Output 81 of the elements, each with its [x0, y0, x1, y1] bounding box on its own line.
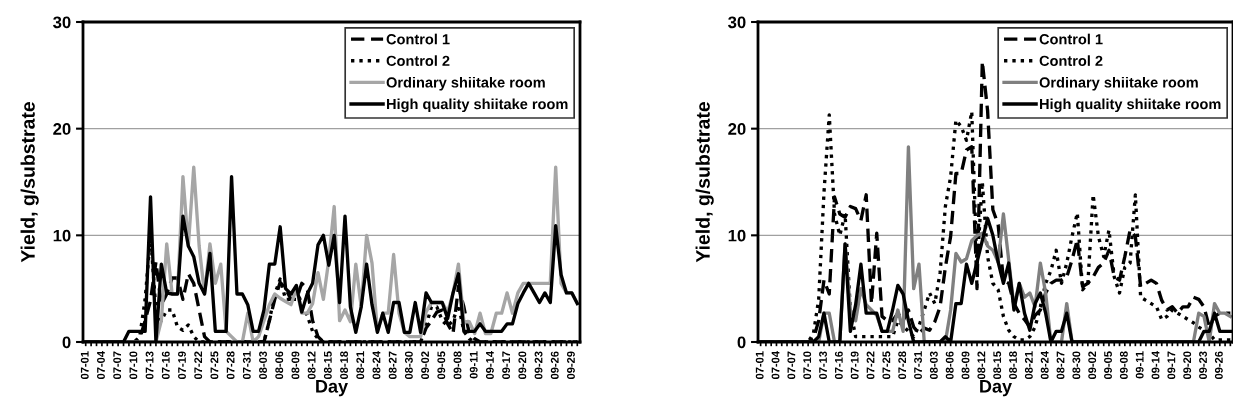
legend-label: Ordinary shiitake room: [1039, 76, 1198, 91]
x-tick-label: 08-09: [961, 351, 970, 379]
y-axis-title: Yield, g/substrate: [695, 101, 714, 263]
x-tick-label: 08-15: [993, 351, 1002, 379]
x-tick-label: 08-30: [1072, 351, 1081, 379]
x-tick-label: 08-21: [356, 351, 365, 379]
x-tick-label: 07-19: [178, 351, 186, 379]
y-tick-label: 20: [53, 123, 71, 135]
x-tick-label: 07-22: [194, 351, 203, 379]
x-tick-label: 08-21: [1024, 351, 1033, 379]
legend-label: Control 1: [386, 33, 450, 45]
x-tick-label: 07-31: [914, 351, 922, 379]
y-tick-label: 0: [737, 336, 746, 349]
x-tick-label: 08-24: [372, 351, 381, 379]
x-tick-label: 08-18: [1009, 351, 1017, 379]
x-tick-label: 09-26: [550, 351, 559, 379]
x-tick-label: 08-09: [291, 351, 300, 379]
legend-label: Control 1: [1039, 33, 1103, 45]
x-tick-label: 09-23: [1199, 351, 1207, 379]
x-tick-label: 09-29: [567, 351, 575, 379]
x-tick-label: 09-20: [1183, 351, 1192, 379]
x-tick-label: 09-05: [437, 351, 446, 379]
legend-label: Control 2: [386, 55, 450, 66]
x-tick-label: 07-28: [226, 351, 235, 379]
legend-label: Control 2: [1039, 55, 1103, 66]
x-axis-title: Day: [316, 380, 348, 397]
x-tick-label: 09-02: [1088, 351, 1097, 379]
y-tick-label: 0: [62, 336, 71, 349]
x-tick-label: 07-31: [242, 351, 251, 379]
x-tick-label: 08-18: [340, 351, 348, 379]
x-tick-label: 07-01: [80, 351, 89, 379]
x-tick-label: 07-28: [898, 351, 907, 379]
x-tick-label: 09-08: [453, 351, 462, 379]
x-tick-label: 07-04: [771, 351, 780, 379]
x-tick-label: 09-20: [518, 351, 527, 379]
legend-label: High quality shiitake room: [387, 98, 568, 113]
y-tick-label: 10: [53, 229, 71, 242]
x-tick-label: 07-07: [113, 351, 122, 379]
x-tick-label: 07-16: [834, 351, 843, 379]
x-tick-label: 09-17: [502, 351, 511, 379]
x-tick-label: 09-14: [485, 351, 494, 379]
x-tick-label: 08-03: [929, 351, 938, 379]
x-tick-label: 07-16: [161, 351, 170, 379]
x-tick-label: 08-12: [977, 351, 986, 379]
y-axis-title: Yield, g/substrate: [20, 101, 39, 263]
x-tick-label: 09-14: [1151, 351, 1160, 379]
x-tick-label: 07-19: [850, 351, 859, 379]
x-tick-label: 07-13: [819, 351, 827, 379]
y-tick-label: 20: [728, 123, 746, 135]
x-tick-label: 08-03: [259, 351, 267, 379]
x-tick-label: 09-08: [1119, 351, 1128, 379]
x-tick-label: 08-06: [275, 351, 284, 379]
x-tick-label: 08-06: [945, 351, 954, 379]
x-tick-label: 08-27: [388, 351, 397, 379]
x-tick-label: 09-11: [469, 351, 478, 379]
x-tick-label: 09-05: [1104, 351, 1112, 379]
x-tick-label: 08-12: [307, 351, 316, 379]
x-tick-label: 07-07: [787, 351, 796, 379]
x-tick-label: 09-26: [1214, 351, 1223, 379]
x-tick-label: 09-23: [534, 351, 543, 379]
x-tick-label: 07-13: [145, 351, 154, 379]
x-tick-label: 07-22: [866, 351, 875, 379]
x-tick-label: 08-30: [404, 351, 413, 379]
legend-label: Ordinary shiitake room: [386, 76, 545, 91]
x-tick-label: 07-04: [97, 351, 105, 379]
y-tick-label: 30: [728, 16, 746, 29]
x-tick-label: 07-10: [129, 351, 138, 379]
x-tick-label: 09-17: [1167, 351, 1176, 379]
x-tick-label: 07-10: [803, 351, 812, 379]
x-tick-label: 08-27: [1056, 351, 1065, 379]
x-tick-label: 09-11: [1135, 351, 1144, 379]
y-tick-label: 30: [53, 16, 71, 29]
x-tick-label: 07-01: [755, 351, 764, 379]
legend-label: High quality shiitake room: [1040, 98, 1221, 113]
y-tick-label: 10: [728, 229, 746, 242]
x-tick-label: 08-15: [323, 351, 332, 379]
x-axis-title: Day: [980, 380, 1012, 397]
x-tick-label: 07-25: [210, 351, 219, 379]
x-tick-label: 08-24: [1040, 351, 1049, 379]
x-tick-label: 09-02: [421, 351, 430, 379]
x-tick-label: 07-25: [882, 351, 891, 379]
